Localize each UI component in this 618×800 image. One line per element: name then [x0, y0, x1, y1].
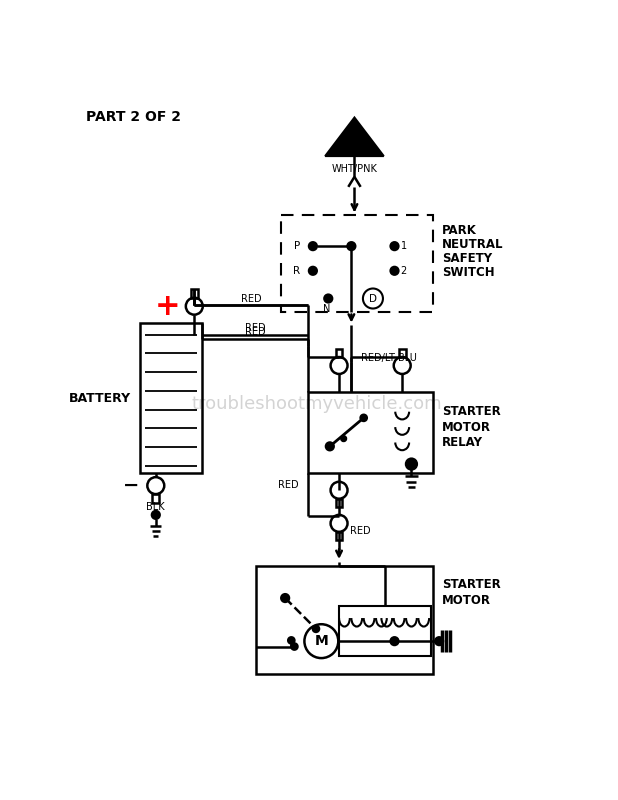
Circle shape	[309, 242, 317, 250]
Bar	[399, 349, 405, 357]
Circle shape	[288, 638, 294, 643]
Text: RED: RED	[245, 322, 266, 333]
Text: PARK: PARK	[442, 224, 477, 238]
Bar	[336, 498, 342, 507]
Circle shape	[391, 638, 399, 645]
Circle shape	[326, 442, 334, 450]
Circle shape	[391, 242, 399, 250]
Text: BLK: BLK	[146, 502, 165, 512]
Text: M: M	[315, 634, 328, 648]
Circle shape	[313, 626, 319, 632]
Text: RED: RED	[241, 294, 261, 303]
Circle shape	[361, 414, 366, 421]
Text: PART 2 OF 2: PART 2 OF 2	[87, 110, 182, 124]
Text: NEUTRAL: NEUTRAL	[442, 238, 504, 251]
Bar	[281, 215, 433, 312]
Bar	[140, 323, 202, 474]
Text: RELAY: RELAY	[442, 436, 483, 449]
Text: troubleshootmyvehicle.com: troubleshootmyvehicle.com	[192, 395, 442, 413]
Text: STARTER: STARTER	[442, 578, 501, 591]
Circle shape	[341, 436, 346, 441]
Text: A: A	[349, 133, 360, 148]
Text: R: R	[294, 266, 300, 276]
Bar	[153, 494, 159, 502]
Circle shape	[152, 511, 159, 518]
Bar	[336, 532, 342, 540]
Text: STARTER: STARTER	[442, 405, 501, 418]
Text: SAFETY: SAFETY	[442, 252, 493, 265]
Text: 2: 2	[400, 266, 407, 276]
Text: P: P	[294, 241, 300, 251]
Circle shape	[309, 267, 317, 274]
Bar	[256, 566, 433, 674]
Text: −: −	[123, 476, 139, 495]
Text: BATTERY: BATTERY	[69, 392, 131, 405]
Bar	[191, 290, 198, 298]
Bar	[339, 606, 431, 656]
Text: 1: 1	[400, 241, 407, 251]
Text: RED: RED	[278, 480, 299, 490]
Circle shape	[391, 267, 399, 274]
Text: D: D	[369, 294, 377, 303]
Text: RED: RED	[245, 326, 266, 337]
Text: SWITCH: SWITCH	[442, 266, 495, 279]
Polygon shape	[325, 118, 384, 156]
Text: MOTOR: MOTOR	[442, 421, 491, 434]
Text: N: N	[323, 304, 331, 314]
Text: WHT/PNK: WHT/PNK	[331, 164, 378, 174]
Circle shape	[406, 458, 417, 470]
Circle shape	[324, 294, 332, 302]
Text: RED/LT BLU: RED/LT BLU	[361, 353, 417, 363]
Circle shape	[435, 638, 443, 645]
Text: +: +	[154, 292, 180, 321]
Bar	[336, 349, 342, 357]
Text: RED: RED	[350, 526, 370, 536]
Circle shape	[347, 242, 355, 250]
Circle shape	[291, 643, 297, 650]
Circle shape	[281, 594, 289, 602]
Text: MOTOR: MOTOR	[442, 594, 491, 607]
Bar	[308, 393, 433, 474]
